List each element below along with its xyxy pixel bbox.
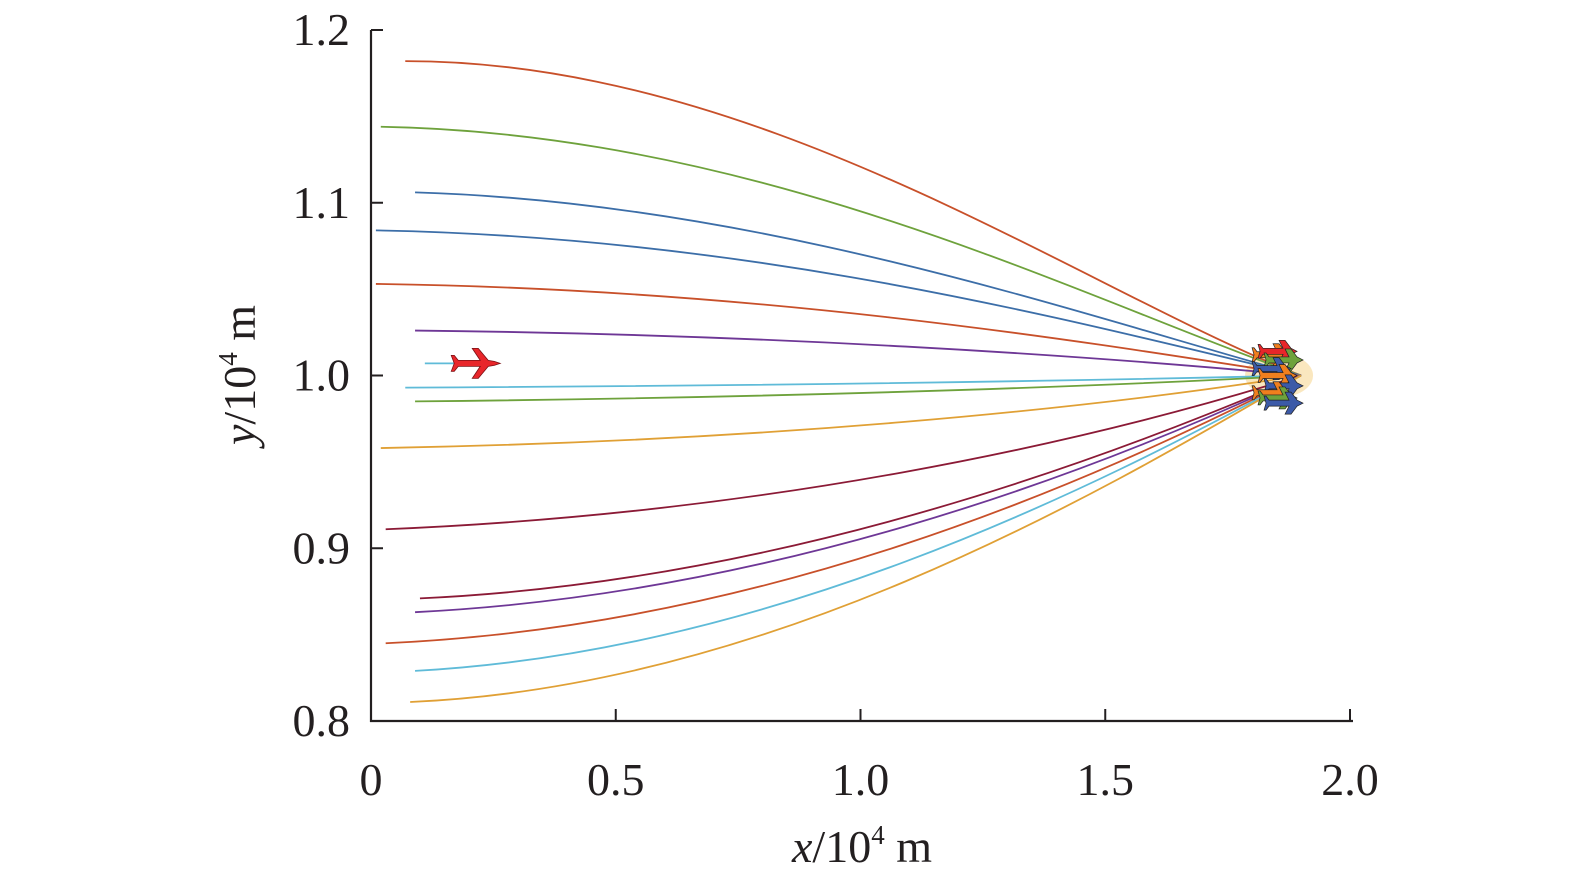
plot-area [375, 60, 1314, 703]
axes [369, 30, 1353, 723]
y-axis-exp: 4 [213, 352, 243, 366]
trajectory-traj-9 [415, 374, 1302, 403]
trajectory-traj-1 [405, 60, 1302, 377]
y-tick-label: 1.0 [293, 350, 351, 401]
trajectory-traj-2 [380, 125, 1302, 377]
x-tick-label: 0.5 [587, 754, 645, 805]
x-axis-suffix: m [885, 821, 933, 872]
x-axis-var: x [791, 821, 813, 872]
y-tick-label: 1.2 [293, 4, 351, 55]
x-axis-title: x/104 m [791, 820, 932, 872]
y-axis-title: y/104 m [213, 305, 265, 449]
ticks: 0 0.5 1.0 1.5 2.0 0.8 0.9 1.0 1.1 1.2 [293, 4, 1379, 805]
y-axis-unit: /10 [214, 366, 265, 425]
y-tick-label: 0.8 [293, 695, 351, 746]
trajectory-traj-3 [415, 191, 1302, 377]
x-tick-label: 2.0 [1321, 754, 1379, 805]
trajectory-traj-12 [419, 374, 1302, 600]
trajectory-traj-16 [410, 374, 1302, 703]
red-aircraft-shape [450, 348, 502, 379]
trajectory-traj-13 [415, 374, 1302, 614]
missile-shape [1263, 391, 1304, 415]
x-tick-label: 1.0 [832, 754, 890, 805]
trajectory-traj-5 [375, 283, 1302, 377]
trajectory-traj-15 [415, 374, 1302, 672]
y-axis-suffix: m [214, 305, 265, 353]
trajectory-traj-11 [385, 374, 1302, 531]
x-tick-label: 1.5 [1077, 754, 1135, 805]
trajectory-traj-6 [415, 329, 1302, 377]
trajectory-traj-8 [405, 374, 1302, 389]
x-axis-exp: 4 [871, 820, 885, 850]
trajectory-traj-14 [385, 374, 1302, 645]
y-axis-var: y [214, 424, 265, 449]
missile-icon [1263, 391, 1304, 415]
red-aircraft-icon [450, 348, 502, 379]
y-tick-label: 0.9 [293, 522, 351, 573]
y-tick-label: 1.1 [293, 177, 351, 228]
trajectory-traj-4 [375, 229, 1302, 377]
trajectory-traj-10 [380, 374, 1302, 449]
x-axis-unit: /10 [812, 821, 871, 872]
x-tick-label: 0 [360, 754, 383, 805]
